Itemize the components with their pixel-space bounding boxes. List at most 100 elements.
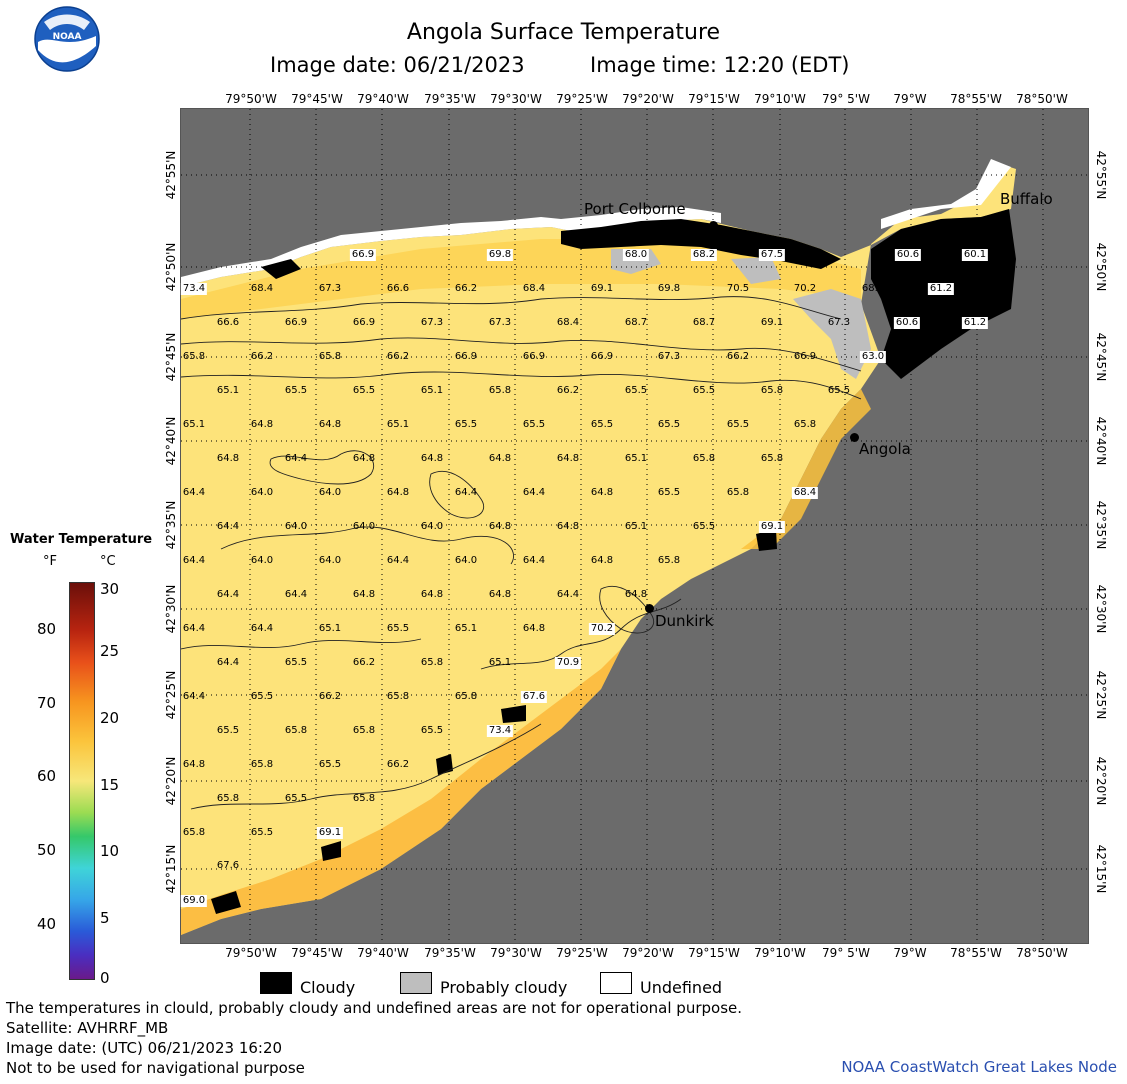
footer-credit: NOAA CoastWatch Great Lakes Node (841, 1058, 1117, 1076)
temperature-reading: 65.1 (624, 521, 648, 532)
temperature-reading: 70.9 (554, 657, 582, 669)
temperature-reading: 69.1 (760, 317, 784, 328)
temperature-reading: 64.8 (318, 419, 342, 430)
temperature-reading: 68.7 (692, 317, 716, 328)
temperature-reading: 66.9 (590, 351, 614, 362)
lat-label-right: 42°50'N (1094, 242, 1108, 292)
temperature-reading: 69.1 (758, 521, 786, 533)
temperature-reading: 66.2 (454, 283, 478, 294)
lon-label-top: 79° 5'W (822, 92, 870, 106)
lon-label-top: 79°45'W (291, 92, 343, 106)
temperature-reading: 65.8 (657, 555, 681, 566)
lon-label-top: 79°20'W (622, 92, 674, 106)
cloud-sw-4 (756, 529, 777, 551)
temperature-reading: 68.7 (624, 317, 648, 328)
temperature-reading: 64.4 (522, 487, 546, 498)
temperature-reading: 65.8 (182, 351, 206, 362)
legend-c-tick: 30 (100, 580, 120, 598)
temperature-reading: 65.5 (692, 521, 716, 532)
temperature-reading: 65.8 (760, 453, 784, 464)
lat-label-right: 42°25'N (1094, 670, 1108, 720)
temperature-reading: 65.5 (250, 691, 274, 702)
temperature-reading: 65.1 (624, 453, 648, 464)
temperature-reading: 61.2 (927, 283, 955, 295)
image-date: Image date: 06/21/2023 (270, 53, 525, 77)
lon-label-bottom: 79°30'W (490, 946, 542, 960)
lat-label-right: 42°45'N (1094, 332, 1108, 382)
temperature-reading: 65.5 (590, 419, 614, 430)
temperature-reading: 67.6 (216, 860, 240, 871)
temperature-reading: 64.8 (488, 521, 512, 532)
temperature-reading: 66.2 (556, 385, 580, 396)
lat-label-right: 42°40'N (1094, 416, 1108, 466)
temperature-reading: 64.8 (250, 419, 274, 430)
lat-label-left: 42°15'N (164, 844, 178, 894)
temperature-map (180, 108, 1089, 944)
legend-f-tick: 80 (37, 620, 57, 638)
temperature-reading: 70.2 (588, 623, 616, 635)
temperature-reading: 68.7 (861, 283, 885, 294)
temperature-reading: 67.3 (657, 351, 681, 362)
lat-label-right: 42°15'N (1094, 844, 1108, 894)
angola-marker (850, 433, 859, 442)
temperature-reading: 64.0 (250, 487, 274, 498)
legend-f-tick: 70 (37, 694, 57, 712)
temperature-reading: 64.4 (216, 521, 240, 532)
lat-label-left: 42°55'N (164, 150, 178, 200)
temperature-reading: 68.2 (690, 249, 718, 261)
lat-label-right: 42°30'N (1094, 584, 1108, 634)
temperature-reading: 64.4 (216, 657, 240, 668)
temperature-reading: 66.9 (793, 351, 817, 362)
temperature-reading: 73.4 (486, 725, 514, 737)
temperature-reading: 65.1 (488, 657, 512, 668)
temperature-reading: 64.4 (182, 487, 206, 498)
lon-label-bottom: 78°50'W (1016, 946, 1068, 960)
temperature-reading: 68.4 (522, 283, 546, 294)
probably-cloudy-swatch (400, 972, 432, 994)
legend-title: Water Temperature (10, 532, 153, 547)
temperature-reading: 65.1 (386, 419, 410, 430)
temperature-reading: 64.0 (420, 521, 444, 532)
temperature-reading: 68.4 (556, 317, 580, 328)
temperature-reading: 66.6 (216, 317, 240, 328)
temperature-reading: 64.8 (420, 589, 444, 600)
temperature-reading: 66.2 (250, 351, 274, 362)
lon-label-top: 79°W (893, 92, 927, 106)
temperature-reading: 64.0 (352, 521, 376, 532)
cloud-sw-1 (211, 891, 241, 914)
lake-erie-water (181, 164, 1016, 935)
warm-nearshore (741, 389, 871, 549)
image-time: Image time: 12:20 (EDT) (590, 53, 850, 77)
legend-c-tick: 20 (100, 709, 120, 727)
temperature-reading: 64.8 (488, 453, 512, 464)
temperature-reading: 67.3 (827, 317, 851, 328)
temperature-reading: 64.8 (420, 453, 444, 464)
temperature-reading: 67.3 (318, 283, 342, 294)
legend-c-tick: 0 (100, 969, 110, 987)
temperature-reading: 66.9 (284, 317, 308, 328)
temperature-reading: 70.2 (793, 283, 817, 294)
temperature-reading: 64.4 (284, 453, 308, 464)
temperature-reading: 65.5 (284, 657, 308, 668)
lon-label-top: 78°50'W (1016, 92, 1068, 106)
temperature-reading: 65.8 (454, 691, 478, 702)
temperature-reading: 70.5 (726, 283, 750, 294)
legend-f-tick: 40 (37, 915, 57, 933)
temperature-reading: 64.4 (556, 589, 580, 600)
temperature-reading: 65.5 (386, 623, 410, 634)
temperature-reading: 66.2 (352, 657, 376, 668)
temperature-reading: 65.5 (657, 487, 681, 498)
temperature-reading: 64.4 (250, 623, 274, 634)
city-port-colborne: Port Colborne (584, 200, 686, 218)
undefined-north-shore (181, 207, 721, 287)
temperature-reading: 64.8 (590, 487, 614, 498)
lon-label-bottom: 79°20'W (622, 946, 674, 960)
temperature-reading: 65.1 (454, 623, 478, 634)
temperature-reading: 65.5 (522, 419, 546, 430)
temperature-reading: 69.8 (486, 249, 514, 261)
temperature-reading: 64.0 (250, 555, 274, 566)
temperature-reading: 65.5 (657, 419, 681, 430)
lon-label-top: 79°50'W (225, 92, 277, 106)
temperature-reading: 64.4 (386, 555, 410, 566)
temperature-reading: 64.8 (216, 453, 240, 464)
